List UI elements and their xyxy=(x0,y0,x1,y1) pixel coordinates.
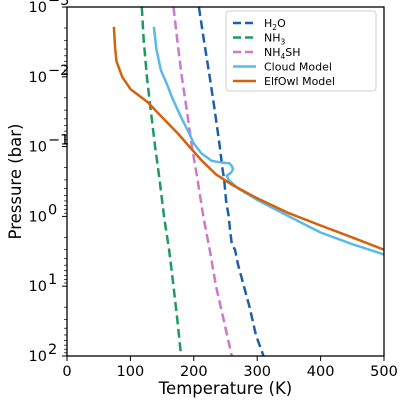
legend-label-h2o: H2O xyxy=(264,17,286,32)
x-tick-label: 100 xyxy=(117,364,145,380)
y-tick-exponent: 0 xyxy=(48,202,57,218)
legend-label-nh4sh: NH4SH xyxy=(264,46,301,61)
plot-lines xyxy=(112,7,384,356)
x-axis: 0 100 200 300 400 500 xyxy=(62,356,398,380)
y-tick-exponent: −1 xyxy=(48,133,69,149)
y-axis-label: Pressure (bar) xyxy=(6,124,25,240)
x-axis-label: Temperature (K) xyxy=(158,379,292,398)
y-tick-exponent: −3 xyxy=(48,0,69,9)
y-tick-label: 10 xyxy=(29,70,47,86)
y-tick-exponent: 1 xyxy=(48,272,57,288)
series-line-nh3 xyxy=(140,7,183,356)
x-tick-label: 400 xyxy=(307,364,335,380)
y-tick-label: 10 xyxy=(29,209,47,225)
y-tick-label: 10 xyxy=(29,349,47,365)
series-line-elfowl-model xyxy=(112,26,384,251)
legend-label-elfowl-model: ElfOwl Model xyxy=(264,75,335,88)
legend-box xyxy=(225,10,377,92)
x-tick-label: 200 xyxy=(180,364,208,380)
y-tick-exponent: −2 xyxy=(48,63,69,79)
x-tick-label: 0 xyxy=(62,364,71,380)
y-tick-label: 10 xyxy=(29,140,47,156)
series-line-h2o xyxy=(197,7,265,356)
series-line-cloud-model xyxy=(152,26,384,256)
y-tick-exponent: 2 xyxy=(48,342,57,358)
x-tick-label: 300 xyxy=(243,364,271,380)
legend-label-nh3: NH3 xyxy=(264,32,286,47)
plot-frame xyxy=(66,6,385,357)
y-tick-label: 10 xyxy=(29,0,47,16)
y-tick-label: 10 xyxy=(29,279,47,295)
x-tick-label: 500 xyxy=(370,364,398,380)
legend-label-cloud-model: Cloud Model xyxy=(264,61,332,74)
series-line-nh4sh xyxy=(172,7,234,356)
